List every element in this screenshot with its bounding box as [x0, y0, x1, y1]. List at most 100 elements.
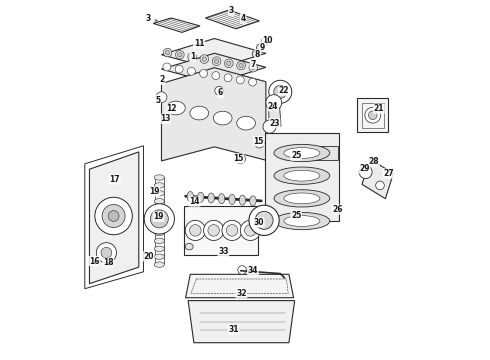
- Text: 19: 19: [149, 187, 160, 196]
- Circle shape: [227, 61, 231, 66]
- Circle shape: [249, 205, 279, 235]
- Circle shape: [222, 220, 242, 240]
- Polygon shape: [90, 152, 139, 284]
- Circle shape: [237, 61, 245, 70]
- Ellipse shape: [219, 194, 225, 204]
- Text: 15: 15: [253, 137, 264, 146]
- Circle shape: [226, 225, 238, 236]
- Ellipse shape: [154, 262, 164, 267]
- Ellipse shape: [274, 212, 330, 230]
- Ellipse shape: [167, 101, 185, 115]
- Ellipse shape: [284, 193, 320, 204]
- Text: 27: 27: [383, 169, 393, 178]
- Circle shape: [215, 86, 223, 95]
- Polygon shape: [162, 68, 266, 161]
- Text: 24: 24: [268, 102, 278, 111]
- Polygon shape: [265, 133, 339, 221]
- Circle shape: [101, 247, 112, 258]
- Ellipse shape: [190, 106, 209, 120]
- Polygon shape: [153, 18, 200, 32]
- Ellipse shape: [154, 246, 164, 251]
- Circle shape: [249, 63, 258, 72]
- Circle shape: [376, 181, 384, 190]
- Circle shape: [274, 85, 287, 98]
- Text: 9: 9: [260, 43, 265, 52]
- Text: 14: 14: [189, 197, 200, 206]
- Circle shape: [188, 53, 196, 61]
- Text: 12: 12: [166, 104, 176, 113]
- Circle shape: [175, 50, 184, 59]
- Circle shape: [97, 243, 117, 263]
- Circle shape: [251, 66, 255, 70]
- Circle shape: [200, 55, 209, 63]
- Ellipse shape: [154, 238, 164, 243]
- Text: 23: 23: [270, 119, 280, 128]
- Text: 10: 10: [262, 36, 272, 45]
- Circle shape: [224, 59, 233, 68]
- Text: 28: 28: [368, 157, 379, 166]
- Ellipse shape: [187, 192, 194, 202]
- Ellipse shape: [208, 193, 215, 203]
- Circle shape: [187, 67, 196, 75]
- Circle shape: [156, 92, 167, 103]
- Text: 16: 16: [89, 256, 100, 266]
- Ellipse shape: [250, 196, 256, 206]
- Ellipse shape: [274, 167, 330, 184]
- Circle shape: [163, 63, 171, 71]
- Text: 25: 25: [291, 151, 301, 160]
- Ellipse shape: [154, 214, 164, 220]
- Ellipse shape: [154, 222, 164, 228]
- Text: 3: 3: [229, 6, 234, 15]
- Text: 6: 6: [218, 89, 223, 98]
- Circle shape: [261, 38, 269, 45]
- Circle shape: [252, 50, 259, 58]
- Text: 34: 34: [247, 266, 258, 275]
- Circle shape: [175, 65, 183, 73]
- Circle shape: [108, 211, 119, 221]
- Text: 21: 21: [374, 104, 384, 113]
- Ellipse shape: [274, 190, 330, 207]
- Text: 22: 22: [279, 86, 289, 95]
- Text: 17: 17: [109, 175, 120, 184]
- Text: 33: 33: [218, 248, 229, 256]
- Circle shape: [239, 63, 243, 68]
- Circle shape: [212, 72, 220, 80]
- Polygon shape: [205, 10, 259, 29]
- Circle shape: [359, 166, 372, 179]
- Ellipse shape: [154, 206, 164, 212]
- Circle shape: [204, 220, 224, 240]
- Circle shape: [236, 76, 245, 84]
- Circle shape: [199, 69, 208, 77]
- Polygon shape: [186, 274, 294, 298]
- Circle shape: [236, 154, 245, 164]
- Ellipse shape: [154, 183, 164, 188]
- Text: 1: 1: [190, 53, 196, 62]
- Ellipse shape: [213, 111, 232, 125]
- Circle shape: [238, 266, 246, 274]
- Circle shape: [190, 55, 194, 59]
- Polygon shape: [162, 39, 266, 69]
- Polygon shape: [184, 206, 258, 255]
- Text: 8: 8: [255, 50, 260, 59]
- Circle shape: [202, 57, 206, 61]
- Ellipse shape: [154, 190, 164, 196]
- Circle shape: [95, 197, 132, 235]
- Circle shape: [150, 210, 169, 228]
- Text: 25: 25: [291, 211, 301, 220]
- Circle shape: [248, 78, 257, 86]
- Text: 15: 15: [233, 154, 244, 163]
- Ellipse shape: [229, 194, 235, 204]
- Circle shape: [144, 204, 174, 234]
- Ellipse shape: [284, 148, 320, 158]
- Ellipse shape: [154, 230, 164, 235]
- Text: 5: 5: [155, 96, 160, 105]
- Ellipse shape: [284, 216, 320, 226]
- Circle shape: [190, 225, 201, 236]
- Circle shape: [212, 57, 221, 66]
- Text: 19: 19: [153, 212, 164, 221]
- Circle shape: [245, 225, 256, 236]
- Circle shape: [266, 95, 282, 111]
- Text: 26: 26: [333, 205, 343, 214]
- Circle shape: [269, 80, 292, 103]
- Polygon shape: [357, 98, 388, 132]
